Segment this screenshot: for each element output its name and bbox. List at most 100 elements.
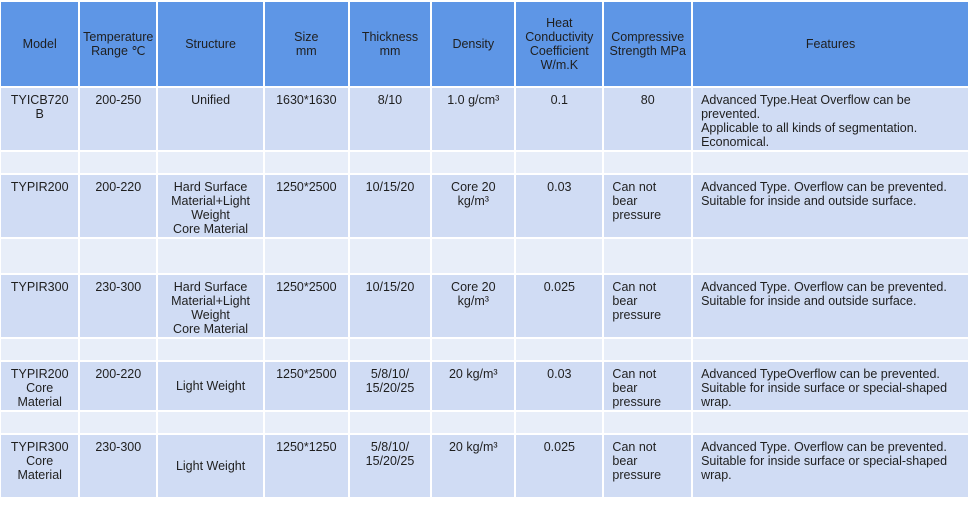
cell-size: 1250*1250 xyxy=(265,435,348,497)
cell-temp: 230-300 xyxy=(80,275,157,337)
spacer-cell xyxy=(349,339,431,360)
spacer-cell xyxy=(265,239,348,273)
cell-model: TYICB720 B xyxy=(1,88,79,150)
cell-thickness: 8/10 xyxy=(349,88,431,150)
cell-compressive: 80 xyxy=(604,88,692,150)
cell-heat: 0.03 xyxy=(516,175,603,237)
spacer-cell xyxy=(693,339,968,360)
header-density: Density xyxy=(432,2,515,86)
header-temperature: Temperature Range ℃ xyxy=(80,2,157,86)
cell-structure: Light Weight xyxy=(158,362,264,410)
spacer-cell xyxy=(158,152,264,173)
cell-features: Advanced Type. Overflow can be prevented… xyxy=(693,275,968,337)
cell-density: 20 kg/m³ xyxy=(432,362,515,410)
spacer-cell xyxy=(80,152,157,173)
spacer-cell xyxy=(265,412,348,433)
spacer-cell xyxy=(516,152,603,173)
cell-heat: 0.025 xyxy=(516,435,603,497)
spacer-cell xyxy=(516,412,603,433)
cell-structure: Hard Surface Material+Light Weight Core … xyxy=(158,175,264,237)
cell-density: 1.0 g/cm³ xyxy=(432,88,515,150)
cell-density: Core 20 kg/m³ xyxy=(432,275,515,337)
spacer-cell xyxy=(80,239,157,273)
cell-heat: 0.03 xyxy=(516,362,603,410)
cell-temp: 200-220 xyxy=(80,175,157,237)
table-row: TYPIR200 200-220 Hard Surface Material+Lig… xyxy=(1,175,968,237)
spacer-cell xyxy=(693,239,968,273)
cell-model: TYPIR300 xyxy=(1,275,79,337)
cell-compressive: Can not bear pressure xyxy=(604,275,692,337)
cell-compressive: Can not bear pressure xyxy=(604,362,692,410)
spacer-cell xyxy=(349,239,431,273)
cell-features: Advanced Type. Overflow can be prevented… xyxy=(693,435,968,497)
header-model: Model xyxy=(1,2,79,86)
table-row: TYPIR200 Core Material 200-220 Light Weigh… xyxy=(1,362,968,410)
spacer-cell xyxy=(349,152,431,173)
cell-structure: Light Weight xyxy=(158,435,264,497)
cell-size: 1630*1630 xyxy=(265,88,348,150)
cell-temp: 200-220 xyxy=(80,362,157,410)
cell-thickness: 10/15/20 xyxy=(349,275,431,337)
cell-size: 1250*2500 xyxy=(265,175,348,237)
spacer-cell xyxy=(516,339,603,360)
spacer-cell xyxy=(604,239,692,273)
spacer-cell xyxy=(265,152,348,173)
spacer-cell xyxy=(604,339,692,360)
header-heat-conductivity: Heat Conductivity Coefficient W/m.K xyxy=(516,2,603,86)
spacer-cell xyxy=(80,412,157,433)
cell-thickness: 5/8/10/ 15/20/25 xyxy=(349,435,431,497)
table-row: TYPIR300 Core Material 230-300 Light Weigh… xyxy=(1,435,968,497)
cell-features: Advanced TypeOverflow can be prevented. … xyxy=(693,362,968,410)
cell-features: Advanced Type.Heat Overflow can be preve… xyxy=(693,88,968,150)
spacer-cell xyxy=(693,152,968,173)
spacer-cell xyxy=(158,412,264,433)
spacer-row xyxy=(1,239,968,273)
spacer-row xyxy=(1,339,968,360)
spacer-cell xyxy=(158,239,264,273)
spacer-cell xyxy=(1,152,79,173)
header-row: Model Temperature Range ℃ Structure Size… xyxy=(1,2,968,86)
cell-density: 20 kg/m³ xyxy=(432,435,515,497)
cell-model: TYPIR300 Core Material xyxy=(1,435,79,497)
header-size: Size mm xyxy=(265,2,348,86)
cell-size: 1250*2500 xyxy=(265,275,348,337)
header-compressive-strength: Compressive Strength MPa xyxy=(604,2,692,86)
header-structure: Structure xyxy=(158,2,264,86)
cell-heat: 0.025 xyxy=(516,275,603,337)
spacer-cell xyxy=(516,239,603,273)
spacer-cell xyxy=(80,339,157,360)
cell-temp: 200-250 xyxy=(80,88,157,150)
spacer-cell xyxy=(432,239,515,273)
spacer-cell xyxy=(1,412,79,433)
cell-density: Core 20 kg/m³ xyxy=(432,175,515,237)
cell-compressive: Can not bear pressure xyxy=(604,175,692,237)
product-spec-table: Model Temperature Range ℃ Structure Size… xyxy=(1,2,968,497)
cell-thickness: 10/15/20 xyxy=(349,175,431,237)
spacer-cell xyxy=(432,412,515,433)
cell-heat: 0.1 xyxy=(516,88,603,150)
header-thickness: Thickness mm xyxy=(349,2,431,86)
cell-thickness: 5/8/10/ 15/20/25 xyxy=(349,362,431,410)
spacer-cell xyxy=(1,339,79,360)
spacer-cell xyxy=(432,152,515,173)
spacer-cell xyxy=(432,339,515,360)
spacer-cell xyxy=(693,412,968,433)
cell-compressive: Can not bear pressure xyxy=(604,435,692,497)
header-temperature-text: Temperature Range ℃ xyxy=(83,30,154,58)
cell-temp: 230-300 xyxy=(80,435,157,497)
spacer-cell xyxy=(604,412,692,433)
cell-size: 1250*2500 xyxy=(265,362,348,410)
cell-model: TYPIR200 Core Material xyxy=(1,362,79,410)
table-row: TYICB720 B 200-250 Unified 1630*1630 8/10 1.0… xyxy=(1,88,968,150)
cell-features: Advanced Type. Overflow can be prevented… xyxy=(693,175,968,237)
cell-structure: Hard Surface Material+Light Weight Core … xyxy=(158,275,264,337)
table-row: TYPIR300 230-300 Hard Surface Material+Lig… xyxy=(1,275,968,337)
spacer-cell xyxy=(265,339,348,360)
spacer-cell xyxy=(349,412,431,433)
spacer-cell xyxy=(158,339,264,360)
spacer-cell xyxy=(1,239,79,273)
cell-structure: Unified xyxy=(158,88,264,150)
spacer-row xyxy=(1,152,968,173)
header-features: Features xyxy=(693,2,968,86)
cell-model: TYPIR200 xyxy=(1,175,79,237)
